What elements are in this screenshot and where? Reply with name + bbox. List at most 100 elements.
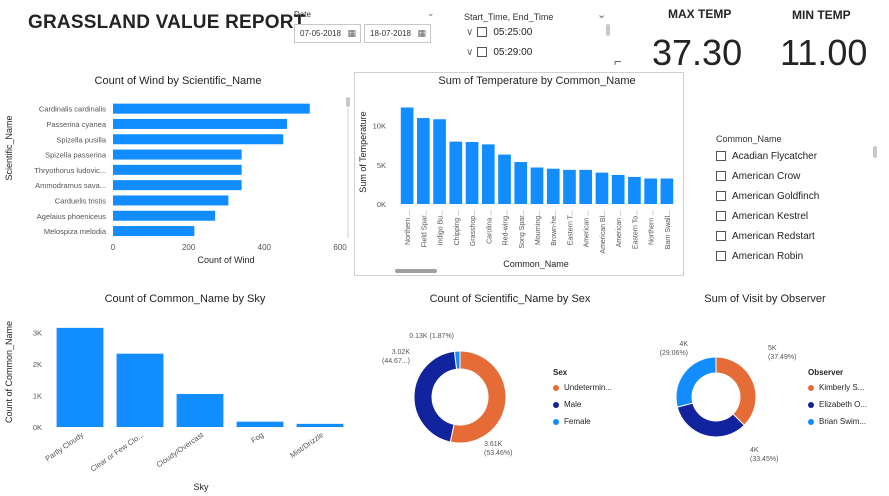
common-name-item[interactable]: American Redstart (716, 231, 815, 242)
bar[interactable] (296, 423, 344, 427)
bar[interactable] (113, 195, 229, 206)
expand-chevron-icon[interactable]: ∨ (466, 27, 474, 38)
bar[interactable] (113, 118, 288, 129)
calendar-icon[interactable]: ▦ (417, 28, 426, 38)
time-slicer-item-label: 05:29:00 (493, 47, 533, 58)
bar[interactable] (56, 327, 104, 427)
data-label: 4K (750, 447, 759, 454)
time-slicer-item[interactable]: ∨ 05:25:00 (466, 27, 532, 38)
calendar-icon[interactable]: ▦ (347, 28, 356, 38)
min-temp-label: MIN TEMP (792, 8, 851, 22)
common-name-item[interactable]: American Kestrel (716, 211, 808, 222)
bar[interactable] (595, 172, 609, 204)
legend-label: Kimberly S... (819, 383, 865, 392)
y-tick-label: Thryothorus ludovic... (34, 166, 106, 175)
temp-column-chart[interactable]: 0K 5K 10K Northern ... Field Spar... Indigo B… (355, 88, 683, 274)
legend-dot-icon (553, 384, 559, 391)
bar[interactable] (660, 178, 674, 205)
bar[interactable] (113, 210, 216, 221)
legend-dot-icon (553, 418, 559, 425)
report-title: GRASSLAND VALUE REPORT (28, 12, 306, 33)
wind-chart-title: Count of Wind by Scientific_Name (94, 75, 262, 87)
common-name-item-label: American Kestrel (732, 211, 809, 222)
donut-slice[interactable] (413, 350, 458, 443)
bar[interactable] (611, 174, 625, 204)
bar[interactable] (116, 353, 164, 427)
legend-item[interactable]: Kimberly S... (808, 383, 867, 392)
legend-label: Brian Swim... (819, 417, 867, 426)
bar[interactable] (433, 119, 446, 204)
x-tick-label: Northern ... (405, 210, 412, 245)
expand-chevron-icon[interactable]: ∨ (466, 47, 474, 58)
x-tick-label: Mist/Drizzle (288, 430, 325, 460)
donut-slice[interactable] (453, 350, 461, 370)
scrollbar-thumb[interactable] (395, 269, 437, 273)
bar[interactable] (400, 107, 414, 204)
bar[interactable] (449, 141, 463, 204)
legend-item[interactable]: Male (553, 400, 612, 409)
bar[interactable] (417, 118, 430, 204)
sex-donut-chart[interactable]: 3.61K (53.46%) 3.02K (44.67...) 0.13K (1.87%… (370, 306, 550, 486)
donut-slice[interactable] (675, 356, 717, 408)
observer-donut-chart[interactable]: 5K (37.49%) 4K (33.45%) 4K (29.06%) (640, 306, 808, 486)
common-name-item[interactable]: American Crow (716, 171, 800, 182)
bar[interactable] (113, 134, 284, 145)
bar[interactable] (498, 154, 511, 204)
bar[interactable] (628, 176, 641, 204)
checkbox[interactable] (716, 171, 726, 182)
bar[interactable] (113, 103, 310, 114)
bar[interactable] (530, 167, 544, 204)
time-slicer-item[interactable]: ∨ 05:29:00 (466, 47, 532, 58)
checkbox[interactable] (716, 191, 726, 202)
checkbox[interactable] (716, 231, 726, 242)
bar[interactable] (176, 393, 224, 427)
bar[interactable] (644, 178, 657, 205)
checkbox[interactable] (716, 211, 726, 222)
checkbox[interactable] (716, 251, 726, 262)
common-name-scrollbar[interactable] (873, 146, 877, 158)
data-label-pct: (37.49%) (768, 354, 796, 361)
time-slicer-chevron-icon[interactable]: ⌄ (597, 9, 607, 21)
bar[interactable] (481, 144, 495, 204)
bar[interactable] (563, 169, 576, 204)
time-slicer-scrollbar[interactable] (606, 24, 610, 36)
donut-slice[interactable] (715, 356, 757, 426)
bar[interactable] (113, 149, 242, 160)
bar[interactable] (465, 142, 479, 204)
sky-column-chart[interactable]: 0K 1K 2K 3K Partly Cloudy Clear or Few Clo...… (0, 306, 356, 496)
common-name-item[interactable]: Acadian Flycatcher (716, 151, 817, 162)
common-name-item[interactable]: American Robin (716, 251, 803, 262)
legend-item[interactable]: Brian Swim... (808, 417, 867, 426)
scrollbar-thumb[interactable] (346, 97, 350, 107)
checkbox[interactable] (716, 151, 726, 162)
date-slicer-chevron-icon[interactable]: ⌄ (427, 8, 435, 18)
donut-slice[interactable] (676, 402, 746, 438)
bar[interactable] (236, 421, 284, 427)
legend-item[interactable]: Female (553, 417, 612, 426)
data-label-pct: (29.06%) (660, 350, 688, 357)
x-axis-title: Common_Name (503, 259, 569, 269)
checkbox[interactable] (477, 27, 488, 38)
bar[interactable] (113, 226, 195, 237)
common-name-item[interactable]: American Goldfinch (716, 191, 819, 202)
bar[interactable] (514, 162, 528, 204)
x-tick-label: 0 (111, 243, 116, 252)
donut-slice[interactable] (449, 350, 507, 444)
bar[interactable] (579, 169, 593, 204)
resize-handle-icon[interactable]: ⌐ (614, 54, 622, 69)
checkbox[interactable] (477, 47, 488, 58)
x-axis-title: Count of Wind (197, 255, 254, 265)
y-tick-label: Spizella passerina (45, 151, 107, 160)
legend-item[interactable]: Undetermin... (553, 383, 612, 392)
date-end-input[interactable]: 18-07-2018 ▦ (364, 24, 431, 43)
sex-chart-title: Count of Scientific_Name by Sex (429, 293, 591, 305)
legend-dot-icon (808, 384, 814, 391)
date-start-input[interactable]: 07-05-2018 ▦ (294, 24, 361, 43)
legend-item[interactable]: Elizabeth O... (808, 400, 867, 409)
wind-bar-chart[interactable]: Cardinalis cardinalis Passerina cyanea Spi… (0, 88, 356, 268)
bar[interactable] (113, 180, 242, 191)
bar[interactable] (546, 168, 560, 204)
x-tick-label: 400 (258, 243, 272, 252)
bar[interactable] (113, 164, 242, 175)
time-slicer-item-label: 05:25:00 (493, 27, 533, 38)
